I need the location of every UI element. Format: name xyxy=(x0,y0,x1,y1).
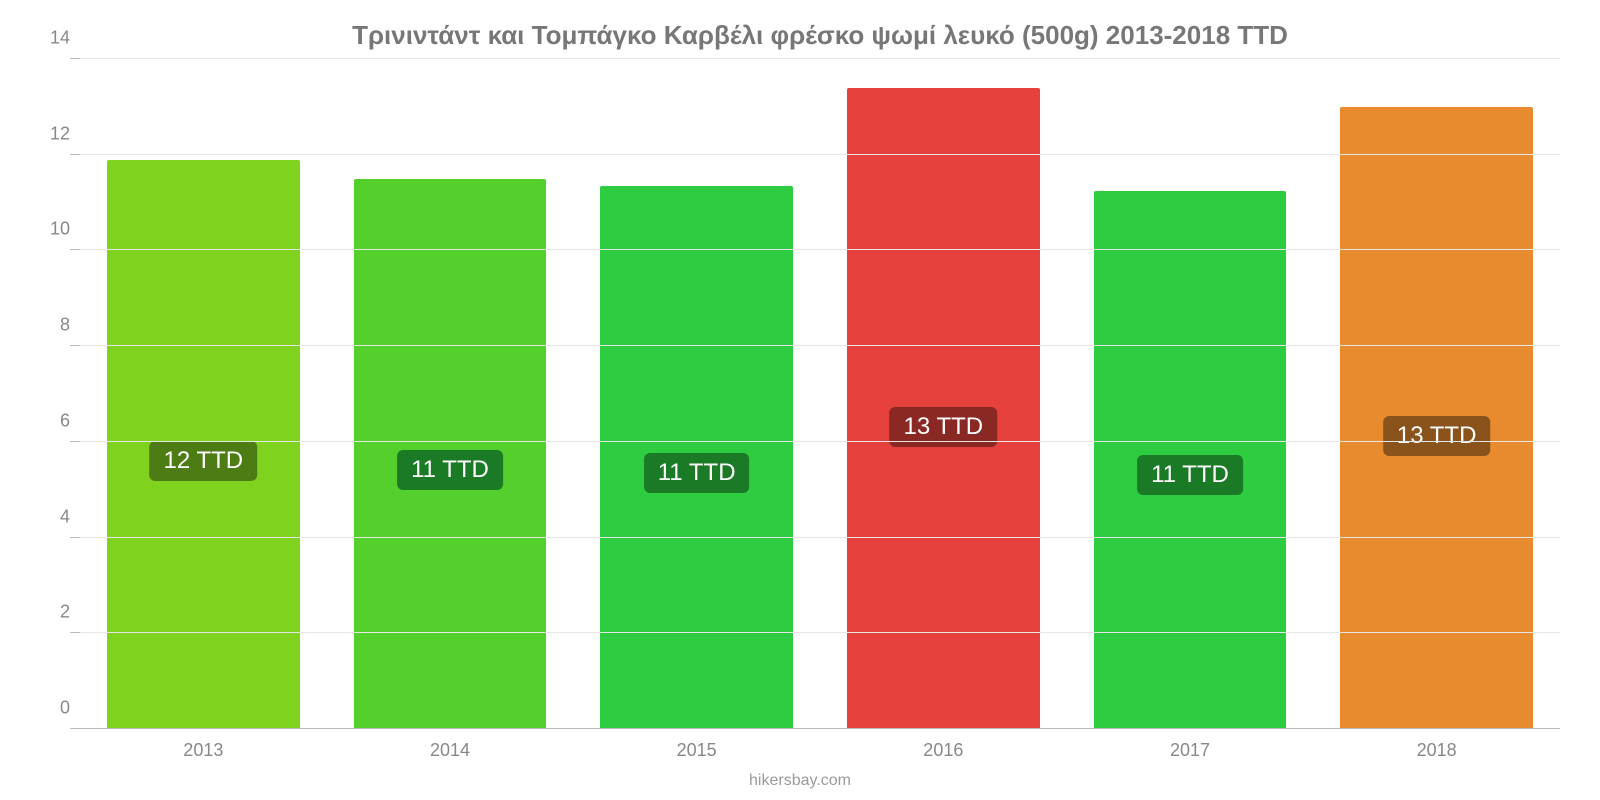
y-axis-label: 8 xyxy=(40,315,70,336)
bar: 11 TTD xyxy=(1094,191,1286,729)
y-tick xyxy=(70,345,80,346)
y-axis-label: 12 xyxy=(40,123,70,144)
y-tick xyxy=(70,441,80,442)
bar: 12 TTD xyxy=(107,160,299,730)
x-axis-line xyxy=(70,728,1560,729)
bar-value-label: 11 TTD xyxy=(1137,455,1243,495)
bar-value-label: 11 TTD xyxy=(644,453,750,493)
chart-container: Τρινιντάντ και Τομπάγκο Καρβέλι φρέσκο ψ… xyxy=(0,0,1600,800)
grid-line xyxy=(80,441,1560,442)
x-axis-label: 2013 xyxy=(183,740,223,761)
grid-line xyxy=(80,345,1560,346)
y-tick xyxy=(70,58,80,59)
grid-line xyxy=(80,537,1560,538)
y-axis-label: 14 xyxy=(40,28,70,49)
bars-layer: 12 TTD11 TTD11 TTD13 TTD11 TTD13 TTD xyxy=(80,59,1560,729)
bar-value-label: 13 TTD xyxy=(1383,416,1491,456)
bar: 11 TTD xyxy=(354,179,546,729)
grid-line xyxy=(80,58,1560,59)
x-axis-label: 2015 xyxy=(677,740,717,761)
bar: 13 TTD xyxy=(1340,107,1532,729)
y-axis-label: 0 xyxy=(40,698,70,719)
y-tick xyxy=(70,154,80,155)
bar: 11 TTD xyxy=(600,186,792,729)
y-tick xyxy=(70,632,80,633)
bar-value-label: 11 TTD xyxy=(397,450,503,490)
y-tick xyxy=(70,728,80,729)
y-axis-label: 6 xyxy=(40,410,70,431)
y-axis-label: 4 xyxy=(40,506,70,527)
grid-line xyxy=(80,249,1560,250)
y-axis-label: 2 xyxy=(40,602,70,623)
y-axis-label: 10 xyxy=(40,219,70,240)
plot-area: 12 TTD11 TTD11 TTD13 TTD11 TTD13 TTD 024… xyxy=(80,59,1560,729)
chart-footer: hikersbay.com xyxy=(0,772,1600,790)
x-axis-label: 2018 xyxy=(1417,740,1457,761)
x-axis-label: 2014 xyxy=(430,740,470,761)
bar-value-label: 12 TTD xyxy=(150,441,258,481)
y-tick xyxy=(70,249,80,250)
grid-line xyxy=(80,632,1560,633)
y-tick xyxy=(70,537,80,538)
x-axis-label: 2016 xyxy=(923,740,963,761)
grid-line xyxy=(80,154,1560,155)
chart-title: Τρινιντάντ και Τομπάγκο Καρβέλι φρέσκο ψ… xyxy=(80,20,1560,51)
x-axis-label: 2017 xyxy=(1170,740,1210,761)
